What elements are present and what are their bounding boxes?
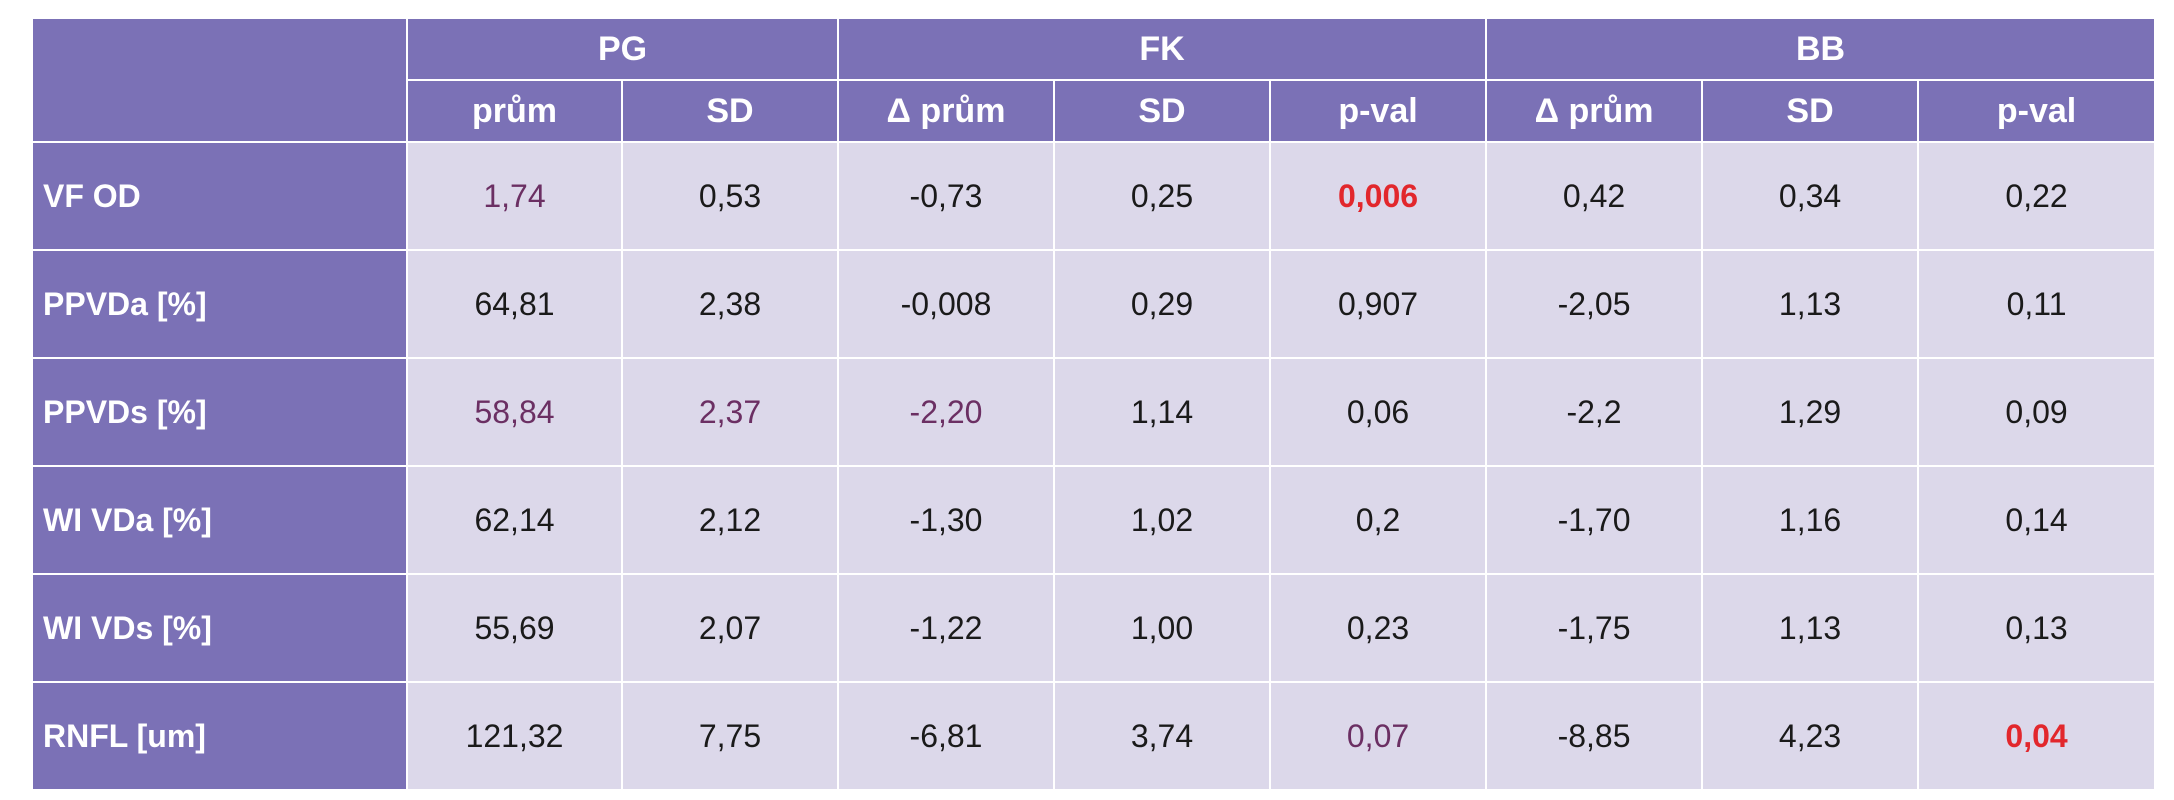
table-cell: -8,85 — [1485, 681, 1704, 791]
row-label: PPVDa [%] — [31, 249, 408, 359]
table-cell: 3,74 — [1053, 681, 1271, 791]
table-cell-significant: 0,04 — [1917, 681, 2157, 791]
row-label: PPVDs [%] — [31, 357, 408, 467]
table-cell: 1,13 — [1701, 573, 1920, 683]
table-cell: -1,30 — [837, 465, 1055, 575]
table-cell: -1,70 — [1485, 465, 1704, 575]
table-cell: -2,2 — [1485, 357, 1704, 467]
column-header: prům — [406, 79, 623, 143]
table-row: PPVDa [%] 64,81 2,38 -0,008 0,29 0,907 -… — [31, 249, 2157, 359]
table-cell: 0,25 — [1053, 141, 1271, 251]
table-cell: 0,14 — [1917, 465, 2157, 575]
column-header: SD — [1053, 79, 1271, 143]
table-cell-significant: 0,006 — [1268, 141, 1488, 251]
corner-header-cell — [31, 17, 408, 143]
table-cell: 0,2 — [1268, 465, 1488, 575]
table-cell: 121,32 — [406, 681, 623, 791]
table-cell: 4,23 — [1701, 681, 1920, 791]
table-cell: 1,74 — [406, 141, 623, 251]
table-cell: 2,37 — [621, 357, 839, 467]
table-row: PPVDs [%] 58,84 2,37 -2,20 1,14 0,06 -2,… — [31, 357, 2157, 467]
table-cell: 1,00 — [1053, 573, 1271, 683]
results-table-container: PG FK BB prům SD Δ prům SD p-val Δ prům … — [31, 17, 2157, 793]
table-cell: 1,29 — [1701, 357, 1920, 467]
row-label: VF OD — [31, 141, 408, 251]
table-cell: 2,38 — [621, 249, 839, 359]
group-header-pg: PG — [406, 17, 839, 81]
table-cell: -6,81 — [837, 681, 1055, 791]
table-cell: -1,22 — [837, 573, 1055, 683]
table-cell: 0,34 — [1701, 141, 1920, 251]
group-header-fk: FK — [836, 17, 1488, 81]
column-header: Δ prům — [1485, 79, 1704, 143]
row-label: WI VDs [%] — [31, 573, 408, 683]
table-cell: 0,09 — [1917, 357, 2157, 467]
table-cell: -2,20 — [837, 357, 1055, 467]
table-cell: 0,07 — [1268, 681, 1488, 791]
table-cell: 62,14 — [406, 465, 623, 575]
table-cell: 0,23 — [1268, 573, 1488, 683]
table-cell: -0,73 — [837, 141, 1055, 251]
table-cell: 58,84 — [406, 357, 623, 467]
results-table: PG FK BB prům SD Δ prům SD p-val Δ prům … — [31, 17, 2157, 791]
table-row: WI VDa [%] 62,14 2,12 -1,30 1,02 0,2 -1,… — [31, 465, 2157, 575]
table-cell: 1,02 — [1053, 465, 1271, 575]
table-cell: 1,13 — [1701, 249, 1920, 359]
column-header: p-val — [1268, 79, 1488, 143]
table-cell: -2,05 — [1485, 249, 1704, 359]
table-cell: -0,008 — [837, 249, 1055, 359]
table-cell: 2,07 — [621, 573, 839, 683]
table-cell: 0,22 — [1917, 141, 2157, 251]
table-cell: 0,06 — [1268, 357, 1488, 467]
table-cell: 0,42 — [1485, 141, 1704, 251]
table-row: RNFL [um] 121,32 7,75 -6,81 3,74 0,07 -8… — [31, 681, 2157, 791]
column-header: p-val — [1917, 79, 2157, 143]
row-label: WI VDa [%] — [31, 465, 408, 575]
row-label: RNFL [um] — [31, 681, 408, 791]
table-cell: 0,53 — [621, 141, 839, 251]
table-cell: 0,29 — [1053, 249, 1271, 359]
table-cell: -1,75 — [1485, 573, 1704, 683]
table-cell: 2,12 — [621, 465, 839, 575]
table-cell: 0,907 — [1268, 249, 1488, 359]
table-row: WI VDs [%] 55,69 2,07 -1,22 1,00 0,23 -1… — [31, 573, 2157, 683]
column-header: SD — [621, 79, 839, 143]
column-header-row: prům SD Δ prům SD p-val Δ prům SD p-val — [32, 79, 2157, 143]
table-cell: 55,69 — [406, 573, 623, 683]
table-cell: 1,14 — [1053, 357, 1271, 467]
table-cell: 64,81 — [406, 249, 623, 359]
table-cell: 7,75 — [621, 681, 839, 791]
group-header-row: PG FK BB — [31, 17, 2157, 143]
column-header: SD — [1701, 79, 1920, 143]
group-header-bb: BB — [1485, 17, 2157, 81]
table-cell: 0,11 — [1917, 249, 2157, 359]
table-row: VF OD 1,74 0,53 -0,73 0,25 0,006 0,42 0,… — [31, 141, 2157, 251]
column-header: Δ prům — [837, 79, 1055, 143]
table-cell: 1,16 — [1701, 465, 1920, 575]
table-cell: 0,13 — [1917, 573, 2157, 683]
